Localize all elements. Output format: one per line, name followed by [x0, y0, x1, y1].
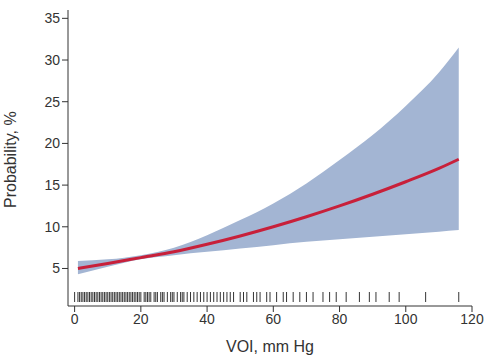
svg-text:40: 40: [199, 311, 215, 327]
svg-text:25: 25: [44, 94, 60, 110]
svg-text:10: 10: [44, 219, 60, 235]
svg-text:35: 35: [44, 10, 60, 26]
svg-text:100: 100: [394, 311, 418, 327]
svg-text:Probability, %: Probability, %: [8, 111, 19, 208]
svg-text:30: 30: [44, 52, 60, 68]
svg-text:20: 20: [133, 311, 149, 327]
svg-text:5: 5: [52, 260, 60, 276]
svg-text:15: 15: [44, 177, 60, 193]
svg-text:80: 80: [332, 311, 348, 327]
svg-text:60: 60: [266, 311, 282, 327]
svg-text:120: 120: [460, 311, 484, 327]
svg-text:0: 0: [71, 311, 79, 327]
svg-text:20: 20: [44, 135, 60, 151]
svg-text:VOI, mm Hg: VOI, mm Hg: [226, 338, 314, 355]
